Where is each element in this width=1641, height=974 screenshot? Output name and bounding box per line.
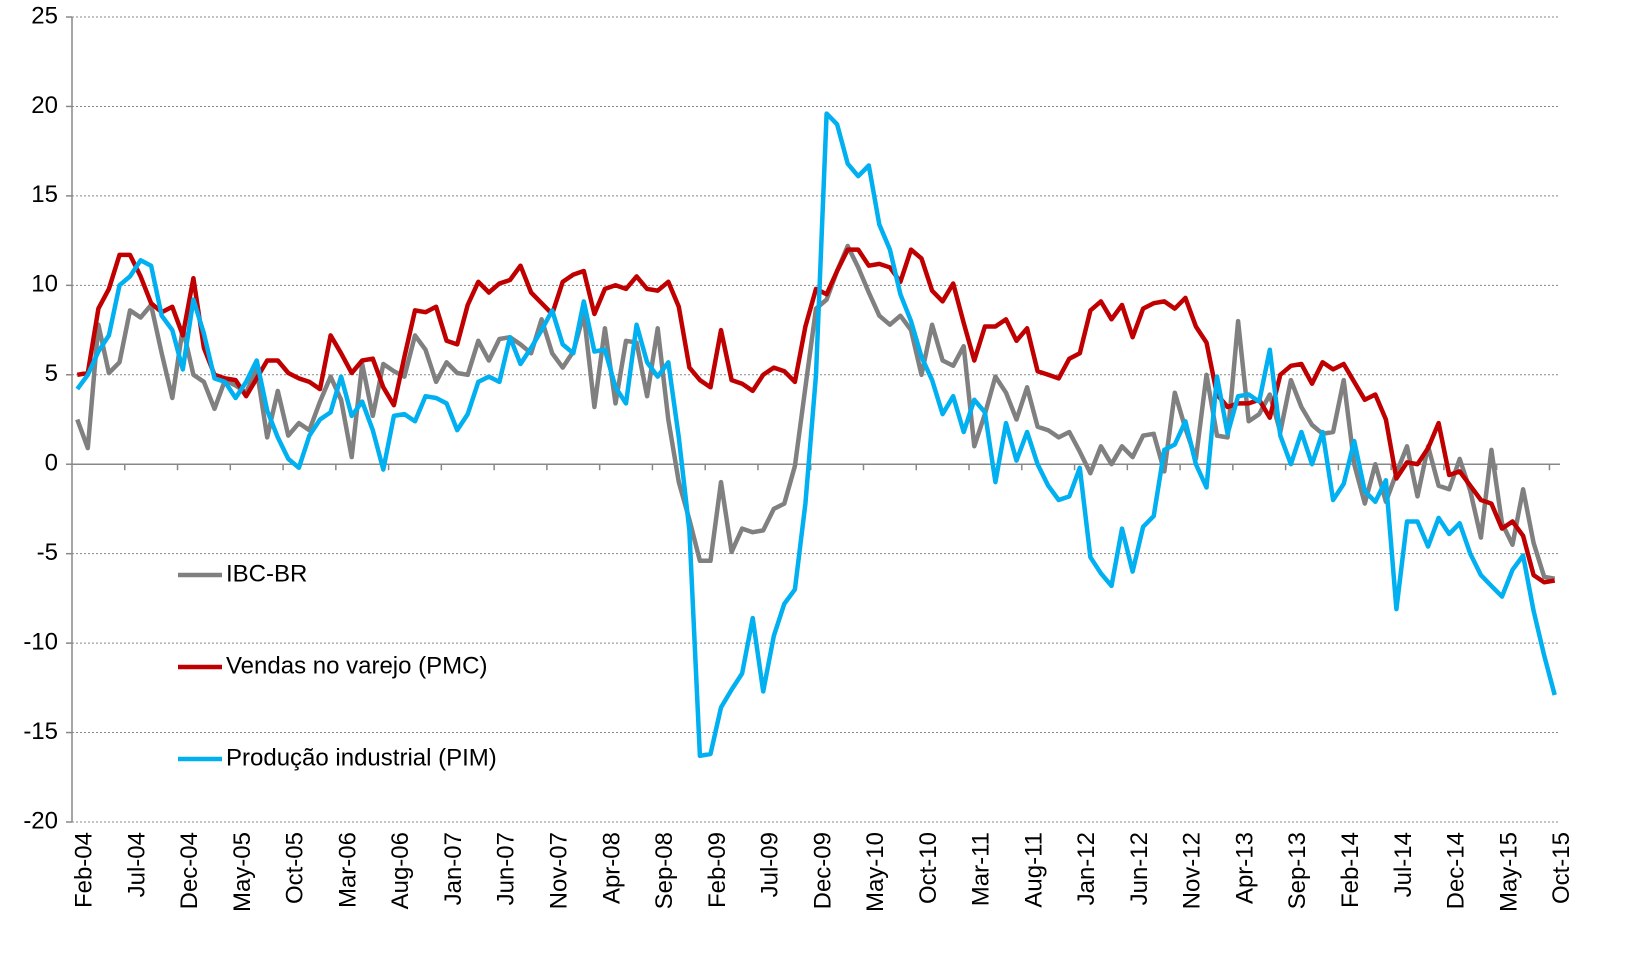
y-tick-label: 0 xyxy=(45,450,58,477)
x-tick-label: May-05 xyxy=(229,832,256,912)
y-tick-label: 10 xyxy=(31,271,58,298)
x-tick-label: Nov-07 xyxy=(546,832,573,909)
y-tick-label: -15 xyxy=(23,718,58,745)
x-tick-label: May-10 xyxy=(862,832,889,912)
x-tick-label: Aug-06 xyxy=(387,832,414,909)
legend-label: Vendas no varejo (PMC) xyxy=(226,652,487,679)
x-tick-label: May-15 xyxy=(1495,832,1522,912)
x-tick-label: Jul-04 xyxy=(123,832,150,897)
x-tick-label: Nov-12 xyxy=(1179,832,1206,909)
series-line xyxy=(75,111,1557,759)
x-tick-label: Feb-14 xyxy=(1337,832,1364,908)
series-line xyxy=(75,243,1556,581)
y-tick-label: 15 xyxy=(31,181,58,208)
x-tick-label: Mar-06 xyxy=(334,832,361,908)
x-tick-label: Oct-10 xyxy=(915,832,942,904)
y-tick-label: 25 xyxy=(31,2,58,29)
legend-label: Produção industrial (PIM) xyxy=(226,744,497,771)
series-line xyxy=(76,247,1556,585)
x-tick-label: Feb-09 xyxy=(704,832,731,908)
y-tick-label: -10 xyxy=(23,628,58,655)
x-tick-label: Dec-04 xyxy=(176,832,203,909)
y-tick-label: 20 xyxy=(31,92,58,119)
x-tick-label: Jan-07 xyxy=(440,832,467,905)
x-tick-label: Dec-09 xyxy=(809,832,836,909)
x-tick-label: Oct-05 xyxy=(282,832,309,904)
x-tick-label: Jul-14 xyxy=(1390,832,1417,897)
x-tick-label: Dec-14 xyxy=(1443,832,1470,909)
x-tick-label: Jan-12 xyxy=(1073,832,1100,905)
x-tick-label: Feb-04 xyxy=(71,832,98,908)
x-tick-label: Aug-11 xyxy=(1020,832,1047,908)
x-tick-label: Apr-08 xyxy=(598,832,625,904)
x-tick-label: Oct-15 xyxy=(1548,832,1575,904)
y-tick-label: -20 xyxy=(23,807,58,834)
x-tick-label: Jul-09 xyxy=(757,832,784,897)
x-tick-label: Mar-11 xyxy=(968,832,995,906)
y-tick-label: -5 xyxy=(37,539,58,566)
y-tick-label: 5 xyxy=(45,360,58,387)
legend-label: IBC-BR xyxy=(226,560,307,587)
x-tick-label: Jun-12 xyxy=(1126,832,1153,905)
x-tick-label: Jun-07 xyxy=(493,832,520,905)
x-tick-label: Sep-08 xyxy=(651,832,678,909)
x-tick-label: Sep-13 xyxy=(1284,832,1311,909)
x-tick-label: Apr-13 xyxy=(1231,832,1258,904)
